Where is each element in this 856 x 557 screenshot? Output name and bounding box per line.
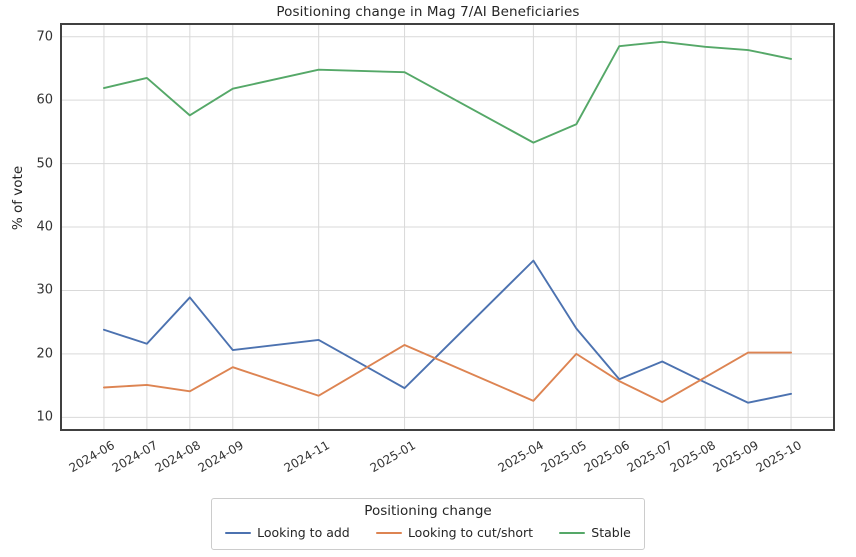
legend-line-swatch-icon bbox=[225, 531, 252, 534]
legend-label: Looking to add bbox=[257, 525, 350, 540]
y-tick-label: 70 bbox=[36, 29, 53, 45]
legend-line-swatch-icon bbox=[375, 531, 402, 534]
legend-line-swatch-icon bbox=[559, 531, 586, 534]
legend-label: Stable bbox=[591, 525, 631, 540]
y-tick-label: 40 bbox=[36, 219, 53, 235]
y-tick-label: 30 bbox=[36, 282, 53, 298]
y-tick-label: 50 bbox=[36, 156, 53, 172]
chart-title: Positioning change in Mag 7/AI Beneficia… bbox=[276, 4, 580, 20]
chart-legend: Positioning change Looking to add Looking… bbox=[211, 498, 645, 550]
legend-entry-list: Looking to add Looking to cut/short Stable bbox=[212, 525, 644, 540]
legend-entry[interactable]: Looking to add bbox=[225, 525, 350, 540]
legend-title: Positioning change bbox=[364, 503, 492, 519]
legend-entry[interactable]: Stable bbox=[559, 525, 631, 540]
y-tick-label: 20 bbox=[36, 346, 53, 362]
y-tick-label: 60 bbox=[36, 92, 53, 108]
y-tick-label: 10 bbox=[36, 409, 53, 425]
legend-entry[interactable]: Looking to cut/short bbox=[375, 525, 534, 540]
legend-label: Looking to cut/short bbox=[407, 525, 534, 540]
